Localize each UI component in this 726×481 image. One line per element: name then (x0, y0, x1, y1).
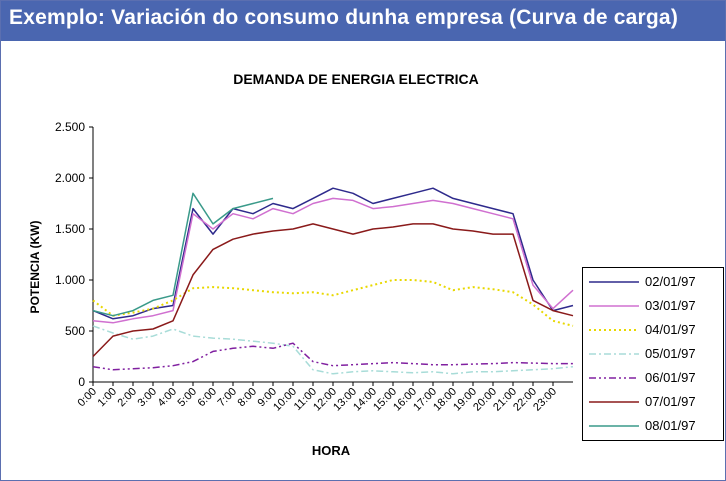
series-lines (92, 187, 574, 375)
legend-item: 04/01/97 (583, 318, 723, 342)
energy-demand-chart: DEMANDA DE ENERGIA ELECTRICA POTENCIA (K… (28, 71, 574, 458)
legend-item: 05/01/97 (583, 342, 723, 366)
x-tick-label: 23:00 (531, 386, 559, 414)
legend-item: 08/01/97 (583, 414, 723, 438)
x-tick-label: 7:00 (215, 386, 239, 410)
legend-swatch (589, 425, 639, 427)
axes (92, 127, 573, 383)
series-line-3 (92, 279, 574, 327)
legend-swatch (589, 377, 639, 379)
header-banner: Exemplo: Variación do consumo dunha empr… (1, 1, 725, 41)
x-tick-label: 5:00 (175, 386, 199, 410)
series-line-2 (92, 197, 574, 324)
legend-swatch (589, 401, 639, 403)
x-tick-label: 0:00 (75, 386, 99, 410)
legend-swatch (589, 305, 639, 307)
x-tick-label: 3:00 (135, 386, 159, 410)
legend-label: 02/01/97 (645, 274, 696, 289)
chart-title: DEMANDA DE ENERGIA ELECTRICA (233, 71, 479, 87)
x-tick-label: 8:00 (235, 386, 259, 410)
x-tick-label: 6:00 (195, 386, 219, 410)
x-ticks: 0:001:002:003:004:005:006:007:008:009:00… (75, 382, 559, 414)
legend: 02/01/97 03/01/97 04/01/97 05/01/97 06/01/97… (582, 267, 724, 441)
legend-swatch (589, 329, 639, 331)
series-line-6 (92, 223, 574, 358)
legend-item: 02/01/97 (583, 270, 723, 294)
banner-title: Exemplo: Variación do consumo dunha empr… (9, 6, 679, 29)
legend-label: 08/01/97 (645, 418, 696, 433)
y-tick-label: 1.000 (55, 273, 85, 287)
legend-label: 04/01/97 (645, 322, 696, 337)
legend-item: 03/01/97 (583, 294, 723, 318)
y-tick-label: 2.000 (55, 171, 85, 185)
series-line-7 (92, 192, 274, 317)
series-line-5 (92, 342, 573, 371)
y-ticks: 0 500 1.000 1.500 2.000 2.500 (55, 120, 93, 389)
legend-swatch (589, 353, 639, 355)
legend-label: 05/01/97 (645, 346, 696, 361)
series-line-1 (92, 187, 574, 320)
legend-swatch (589, 281, 639, 283)
x-tick-label: 2:00 (115, 386, 139, 410)
y-tick-label: 0 (78, 375, 85, 389)
series-line-4 (92, 325, 574, 375)
x-tick-label: 1:00 (95, 386, 119, 410)
legend-item: 07/01/97 (583, 390, 723, 414)
x-tick-label: 10:00 (271, 386, 299, 414)
legend-label: 06/01/97 (645, 370, 696, 385)
legend-label: 03/01/97 (645, 298, 696, 313)
y-tick-label: 1.500 (55, 222, 85, 236)
y-tick-label: 500 (65, 324, 85, 338)
y-axis-label: POTENCIA (KW) (28, 221, 42, 314)
x-tick-label: 4:00 (155, 386, 179, 410)
legend-item: 06/01/97 (583, 366, 723, 390)
legend-label: 07/01/97 (645, 394, 696, 409)
x-axis-label: HORA (312, 443, 351, 458)
y-tick-label: 2.500 (55, 120, 85, 134)
